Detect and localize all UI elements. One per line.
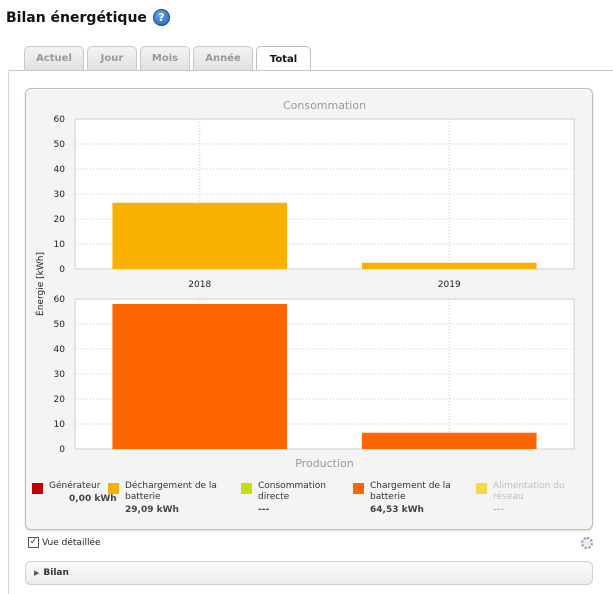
legend-label: Déchargement de la batterie [125, 481, 217, 502]
tab-mois[interactable]: Mois [140, 46, 190, 70]
legend-label: Consommation directe [258, 481, 326, 502]
legend-item-dechargement[interactable]: Déchargement de la batterie 29,09 kWh [108, 481, 218, 516]
question-circle-icon[interactable]: ? [152, 9, 170, 26]
tab-total[interactable]: Total [256, 46, 311, 71]
tab-divider [8, 70, 613, 71]
y-tick-label: 10 [54, 420, 66, 430]
page-title: Bilan énergétique ? [6, 9, 170, 26]
legend-label: Alimentation du réseau [493, 481, 565, 502]
x-tick-label: 2018 [188, 280, 211, 290]
y-tick-label: 30 [54, 190, 66, 200]
y-axis-label: Énergie [kWh] [34, 252, 46, 316]
tab-annee[interactable]: Année [193, 46, 253, 70]
y-tick-label: 0 [59, 265, 65, 275]
legend-item-alimentation-reseau[interactable]: Alimentation du réseau --- [476, 481, 586, 516]
panel-border [8, 70, 9, 594]
legend-swatch-icon [476, 483, 487, 494]
y-tick-label: 50 [54, 140, 66, 150]
expand-arrow-icon: ▶ [34, 569, 40, 577]
bar-2018 [112, 304, 288, 449]
y-tick-label: 30 [54, 370, 66, 380]
chart-title: Consommation [283, 99, 366, 112]
x-tick-label: 2019 [438, 280, 461, 290]
bar-2018 [112, 202, 288, 269]
y-tick-label: 60 [54, 295, 66, 305]
y-tick-label: 10 [54, 240, 66, 250]
y-tick-label: 20 [54, 215, 66, 225]
detail-view-checkbox[interactable]: ✓ [28, 537, 39, 548]
chart-legend: Générateur 0,00 kWh Déchargement de la ba… [30, 481, 590, 523]
legend-value: 29,09 kWh [125, 505, 179, 515]
legend-value: --- [258, 505, 270, 515]
legend-item-chargement[interactable]: Chargement de la batterie 64,53 kWh [353, 481, 463, 516]
detail-view-label: Vue détaillée [42, 537, 101, 548]
legend-value: 64,53 kWh [370, 505, 424, 515]
tab-actuel[interactable]: Actuel [24, 46, 84, 70]
y-tick-label: 20 [54, 395, 66, 405]
legend-value: 0,00 kWh [69, 494, 117, 504]
period-tabs: Actuel Jour Mois Année Total [24, 46, 311, 71]
detail-view-toggle[interactable]: ✓ Vue détaillée [28, 537, 101, 548]
y-tick-label: 60 [54, 115, 66, 125]
legend-swatch-icon [353, 483, 364, 494]
bilan-section-label: Bilan [43, 568, 69, 578]
legend-label: Chargement de la batterie [370, 481, 451, 502]
legend-swatch-icon [32, 483, 43, 494]
legend-label: Générateur [49, 481, 101, 491]
bar-2019 [361, 262, 537, 269]
energy-chart-panel: 0 10 20 30 40 50 60 2018 2019 Consommation 0 10 20 30… [25, 88, 593, 530]
bilan-section-header[interactable]: ▶ Bilan [25, 561, 593, 585]
energy-chart: 0 10 20 30 40 50 60 2018 2019 Consommation 0 10 20 30… [34, 99, 575, 470]
y-tick-label: 0 [59, 445, 65, 455]
legend-value: --- [493, 505, 505, 515]
tab-jour[interactable]: Jour [87, 46, 137, 70]
y-tick-label: 40 [54, 345, 66, 355]
legend-item-generateur[interactable]: Générateur 0,00 kWh [32, 481, 122, 505]
legend-swatch-icon [108, 483, 119, 494]
settings-gear-icon[interactable] [581, 537, 593, 549]
page-title-text: Bilan énergétique [6, 9, 147, 26]
y-tick-label: 40 [54, 165, 66, 175]
chart-title: Production [295, 457, 354, 470]
legend-swatch-icon [241, 483, 252, 494]
bar-2019 [361, 432, 537, 449]
legend-item-consommation-directe[interactable]: Consommation directe --- [241, 481, 341, 516]
y-tick-label: 50 [54, 320, 66, 330]
